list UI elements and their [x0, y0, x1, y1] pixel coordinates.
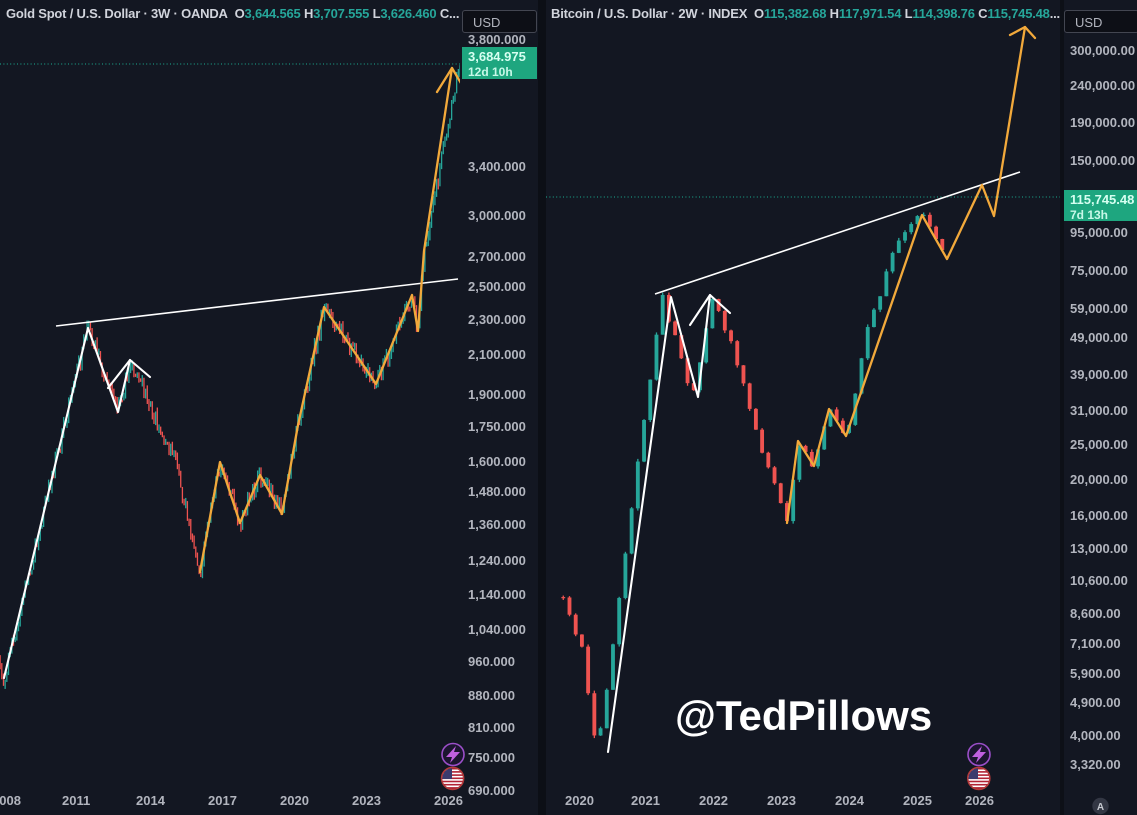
svg-text:A: A	[1097, 802, 1104, 813]
